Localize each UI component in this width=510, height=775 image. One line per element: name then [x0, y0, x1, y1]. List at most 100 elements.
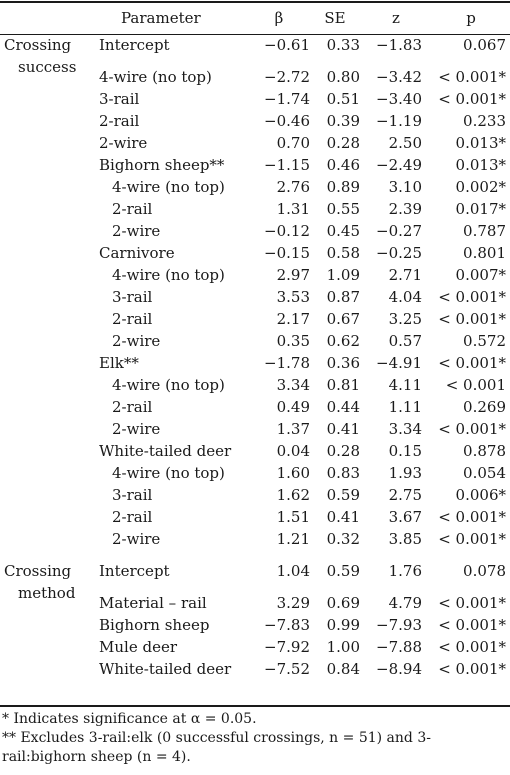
cell-beta: −0.15 — [264, 244, 310, 262]
cell-se: 0.87 — [326, 288, 360, 306]
cell-beta: 2.97 — [276, 266, 310, 284]
table-row: 2-wire −0.12 0.45 −0.27 0.787 — [0, 220, 510, 242]
cell-parameter: Bighorn sheep** — [99, 156, 225, 174]
cell-p: 0.054 — [463, 464, 506, 482]
cell-se: 0.83 — [326, 464, 360, 482]
cell-beta: 1.62 — [276, 486, 310, 504]
cell-z: −8.94 — [376, 660, 422, 678]
spacer-cell — [98, 582, 510, 592]
cell-z: 4.04 — [388, 288, 422, 306]
table-row: 3-rail −1.74 0.51 −3.40 < 0.001* — [0, 88, 510, 110]
cell-beta: −2.72 — [264, 68, 310, 86]
cell-p: < 0.001* — [438, 594, 506, 612]
table-row: 3-rail 3.53 0.87 4.04 < 0.001* — [0, 286, 510, 308]
cell-se: 0.33 — [326, 36, 360, 54]
cell-se: 0.62 — [326, 332, 360, 350]
cell-p: < 0.001* — [438, 660, 506, 678]
header-p: p — [466, 9, 476, 27]
cell-parameter: 2-rail — [112, 508, 153, 526]
table-row: 2-wire 1.21 0.32 3.85 < 0.001* — [0, 528, 510, 550]
cell-beta: 2.17 — [276, 310, 310, 328]
cell-p: < 0.001* — [438, 616, 506, 634]
section-label: Crossing method — [0, 560, 98, 680]
cell-se: 0.84 — [326, 660, 360, 678]
table-row: 4-wire (no top) 2.76 0.89 3.10 0.002* — [0, 176, 510, 198]
section-gap — [0, 550, 510, 560]
cell-se: 0.44 — [326, 398, 360, 416]
cell-z: 1.93 — [388, 464, 422, 482]
cell-p: 0.572 — [463, 332, 506, 350]
cell-beta: 1.21 — [276, 530, 310, 548]
cell-parameter: White-tailed deer — [99, 442, 232, 460]
top-rule — [0, 1, 510, 3]
cell-parameter: Intercept — [99, 36, 170, 54]
cell-z: 3.25 — [388, 310, 422, 328]
cell-parameter: Bighorn sheep — [99, 616, 210, 634]
cell-z: 3.34 — [388, 420, 422, 438]
cell-beta: −1.15 — [264, 156, 310, 174]
cell-se: 0.58 — [326, 244, 360, 262]
cell-z: −7.93 — [376, 616, 422, 634]
cell-p: 0.787 — [463, 222, 506, 240]
cell-se: 0.89 — [326, 178, 360, 196]
cell-se: 0.46 — [326, 156, 360, 174]
table-row: 2-wire 1.37 0.41 3.34 < 0.001* — [0, 418, 510, 440]
cell-se: 0.51 — [326, 90, 360, 108]
cell-beta: −0.61 — [264, 36, 310, 54]
cell-z: 2.71 — [388, 266, 422, 284]
cell-z: 3.10 — [388, 178, 422, 196]
cell-z: 0.57 — [388, 332, 422, 350]
cell-parameter: 2-rail — [112, 200, 153, 218]
cell-se: 0.45 — [326, 222, 360, 240]
table-row: Bighorn sheep −7.83 0.99 −7.93 < 0.001* — [0, 614, 510, 636]
header-z: z — [392, 9, 400, 27]
cell-beta: −0.46 — [264, 112, 310, 130]
cell-beta: 3.34 — [276, 376, 310, 394]
cell-beta: 0.35 — [276, 332, 310, 350]
cell-parameter: 3-rail — [99, 90, 140, 108]
cell-parameter: 2-wire — [99, 134, 148, 152]
cell-z: −1.19 — [376, 112, 422, 130]
section-label-line2: method — [18, 584, 76, 602]
cell-beta: 0.04 — [276, 442, 310, 460]
table-row: 4-wire (no top) 2.97 1.09 2.71 0.007* — [0, 264, 510, 286]
footnote-significance: * Indicates significance at α = 0.05. — [2, 711, 257, 727]
cell-parameter: 2-wire — [112, 420, 161, 438]
cell-parameter: 4-wire (no top) — [99, 68, 212, 86]
cell-parameter: 4-wire (no top) — [112, 376, 225, 394]
cell-se: 0.67 — [326, 310, 360, 328]
cell-z: −4.91 — [376, 354, 422, 372]
cell-se: 0.55 — [326, 200, 360, 218]
table-row: 3-rail 1.62 0.59 2.75 0.006* — [0, 484, 510, 506]
cell-p: 0.078 — [463, 562, 506, 580]
cell-se: 1.00 — [326, 638, 360, 656]
cell-z: −0.25 — [376, 244, 422, 262]
table-row: 2-rail 2.17 0.67 3.25 < 0.001* — [0, 308, 510, 330]
cell-beta: 0.70 — [276, 134, 310, 152]
cell-beta: 1.51 — [276, 508, 310, 526]
cell-p: 0.269 — [463, 398, 506, 416]
cell-p: < 0.001* — [438, 310, 506, 328]
cell-p: 0.013* — [455, 134, 506, 152]
table-row: 2-rail 1.31 0.55 2.39 0.017* — [0, 198, 510, 220]
cell-parameter: 2-rail — [112, 310, 153, 328]
cell-z: −2.49 — [376, 156, 422, 174]
table-row: White-tailed deer −7.52 0.84 −8.94 < 0.001* — [0, 658, 510, 680]
cell-p: 0.233 — [463, 112, 506, 130]
cell-p: 0.067 — [463, 36, 506, 54]
cell-se: 0.59 — [326, 486, 360, 504]
table-row: 2-wire 0.70 0.28 2.50 0.013* — [0, 132, 510, 154]
cell-z: 2.75 — [388, 486, 422, 504]
cell-parameter: 2-wire — [112, 332, 161, 350]
cell-beta: 2.76 — [276, 178, 310, 196]
cell-se: 0.41 — [326, 420, 360, 438]
cell-z: −1.83 — [376, 36, 422, 54]
cell-p: < 0.001* — [438, 638, 506, 656]
header-parameter: Parameter — [121, 9, 201, 27]
regression-table: Parameter β SE z p Crossing success Interc… — [0, 2, 510, 680]
header-se: SE — [324, 9, 346, 27]
cell-beta: −7.52 — [264, 660, 310, 678]
cell-z: 3.67 — [388, 508, 422, 526]
cell-se: 0.28 — [326, 442, 360, 460]
